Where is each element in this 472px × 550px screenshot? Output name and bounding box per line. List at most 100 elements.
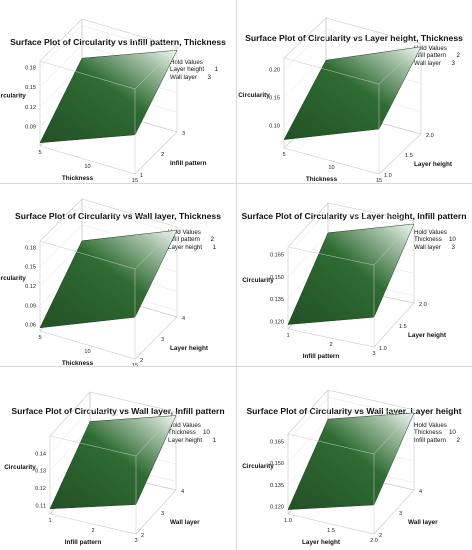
x-tick-label: 10 (328, 165, 334, 171)
y-tick-labels: 2 3 4 (379, 489, 422, 539)
z-tick-label: 0.15 (25, 265, 36, 271)
surface-plot-panel: Surface Plot of Circularity vs Infill pa… (0, 0, 236, 183)
hold-values: Hold Values Thickness 10 Layer height 1 (168, 422, 216, 444)
hold-values-heading: Hold Values (168, 229, 201, 236)
z-axis-label: Circularity (242, 463, 274, 470)
y-tick-label: 1.0 (384, 173, 392, 179)
z-tick-label: 0.135 (270, 483, 284, 489)
chart-title: Surface Plot of Circularity vs Infill pa… (10, 37, 226, 47)
surface (283, 46, 422, 140)
y-tick-label: 2 (161, 152, 164, 158)
surface-plot-area: 0.120 0.135 0.150 0.165 1 2 3 1.0 1.5 2.0 Infill p… (242, 202, 447, 360)
z-tick-labels: 0.10 0.15 0.20 (269, 67, 280, 129)
x-axis-label: Thickness (62, 175, 94, 182)
top-edge (287, 409, 415, 455)
hold-name: Thickness (168, 429, 196, 437)
y-axis-label: Wall layer (170, 519, 200, 526)
hold-name: Thickness (414, 429, 442, 437)
x-tick-labels: 1.0 1.5 2.0 (284, 518, 378, 544)
hold-value: 1 (214, 66, 219, 74)
x-tick-labels: 5 10 15 (38, 150, 138, 183)
z-tick-labels: 0.120 0.135 0.150 0.165 (270, 252, 284, 325)
z-tick-label: 0.12 (25, 105, 36, 111)
x-tick-labels: 1 2 3 (48, 518, 137, 544)
z-tick-label: 0.20 (269, 67, 280, 73)
z-tick-label: 0.18 (25, 245, 36, 251)
x-tick-label: 5 (38, 150, 41, 156)
z-tick-label: 0.12 (35, 486, 46, 492)
y-tick-label: 3 (161, 511, 164, 517)
x-tick-label: 5 (38, 335, 41, 341)
x-tick-label: 10 (84, 164, 90, 170)
hold-name: Layer height (168, 436, 203, 444)
row-divider (0, 183, 472, 184)
x-tick-label: 3 (134, 538, 137, 544)
y-tick-label: 1.5 (405, 153, 413, 159)
hold-value: 10 (448, 429, 456, 437)
chart-title: Surface Plot of Circularity vs Wall laye… (11, 406, 225, 416)
hold-name: Infill pattern (414, 436, 446, 444)
hold-value: 3 (207, 73, 211, 81)
z-axis-label: Circularity (4, 464, 36, 471)
x-tick-label: 15 (132, 178, 138, 183)
z-tick-label: 0.165 (270, 252, 284, 258)
z-axis-label: Circularity (242, 277, 274, 284)
z-tick-labels: 0.09 0.12 0.15 0.18 (25, 66, 36, 131)
z-tick-label: 0.10 (269, 124, 280, 130)
top-edge (39, 226, 178, 270)
hold-name: Layer height (168, 243, 203, 251)
z-tick-label: 0.150 (270, 275, 284, 281)
y-tick-label: 3 (182, 131, 185, 137)
hold-values: Hold Values Thickness 10 Infill pattern 2 (414, 422, 460, 444)
hold-name: Layer height (170, 66, 205, 74)
z-tick-label: 0.09 (25, 124, 36, 130)
x-tick-label: 5 (282, 152, 285, 158)
surface-plot-panel: Surface Plot of Circularity vs Wall laye… (0, 366, 236, 549)
hold-value: 3 (451, 243, 455, 251)
hold-name: Infill pattern (168, 236, 200, 244)
column-divider (236, 0, 237, 550)
surface-plot-area: 0.10 0.15 0.20 5 10 151.0 1.5 2.0 Thickness Layer… (238, 17, 453, 183)
y-tick-label: 4 (419, 489, 422, 495)
y-tick-label: 2 (379, 533, 382, 539)
y-tick-label: 1.0 (379, 346, 387, 352)
hold-value: 10 (448, 236, 456, 244)
surface-plot-area: 0.120 0.135 0.150 0.165 1.0 1.5 2.02 3 4 Layer he… (242, 389, 438, 546)
z-tick-label: 0.18 (25, 66, 36, 72)
x-tick-label: 10 (84, 349, 90, 355)
hold-values: Hold Values Thickness 10 Wall layer 3 (414, 229, 456, 251)
x-tick-label: 1 (286, 333, 289, 339)
z-gridline (39, 25, 178, 68)
y-tick-labels: 2 3 4 (141, 489, 184, 539)
y-tick-label: 2 (140, 358, 143, 364)
x-axis-label: Infill pattern (65, 539, 102, 546)
z-tick-label: 0.11 (36, 503, 46, 509)
hold-value: 2 (456, 436, 460, 444)
top-edge (39, 46, 178, 90)
y-axis-label: Layer height (408, 332, 447, 339)
surface-plot-panel: Surface Plot of Circularity vs Layer hei… (236, 0, 472, 183)
z-tick-label: 0.120 (270, 320, 284, 326)
z-tick-label: 0.12 (25, 284, 36, 290)
surface (287, 223, 415, 325)
hold-values-heading: Hold Values (414, 422, 447, 429)
x-axis-label: Thickness (62, 360, 94, 366)
y-axis-label: Wall layer (408, 519, 438, 526)
x-axis-label: Infill pattern (303, 353, 340, 360)
hold-values: Hold Values Infill pattern 2 Wall layer 3 (414, 45, 460, 67)
chart-title: Surface Plot of Circularity vs Wall laye… (246, 406, 462, 416)
z-gridline (39, 205, 178, 248)
hold-value: 1 (212, 243, 217, 251)
x-tick-labels: 1 2 3 (286, 333, 375, 357)
z-tick-label: 0.15 (25, 85, 36, 91)
x-tick-label: 2 (329, 342, 332, 348)
surface-plot-panel: Surface Plot of Circularity vs Layer hei… (236, 183, 472, 366)
hold-values-heading: Hold Values (170, 59, 203, 66)
z-gridline (287, 397, 415, 442)
hold-value: 2 (210, 236, 214, 244)
x-tick-labels: 5 10 15 (38, 335, 138, 366)
z-axis-label: Circularity (0, 275, 26, 282)
x-tick-label: 1.0 (284, 518, 292, 524)
